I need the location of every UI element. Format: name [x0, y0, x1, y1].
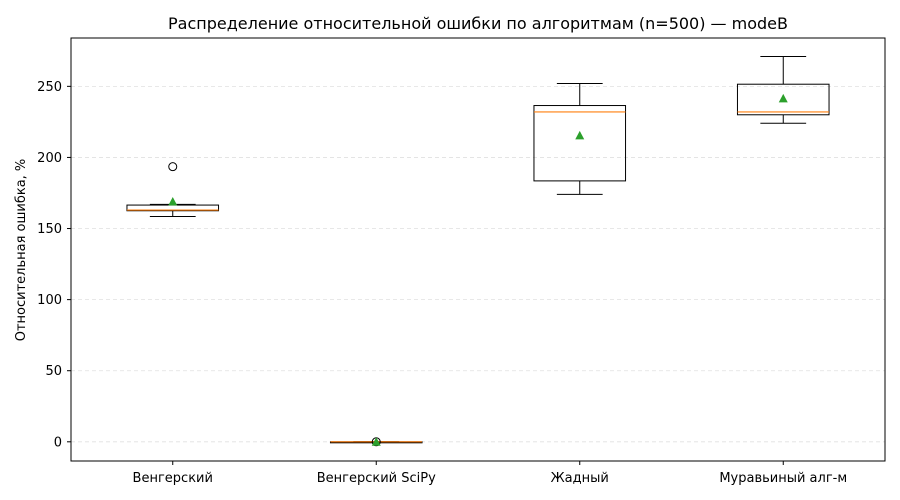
y-tick-label: 100 [37, 293, 62, 308]
x-axis: Венгерский Венгерский SciPy Жадный Муравьин… [133, 461, 847, 486]
mean-marker [575, 130, 585, 140]
y-axis: 0 50 100 150 200 250 [37, 80, 71, 450]
plot-frame [70, 37, 886, 462]
box-group [533, 82, 627, 195]
y-tick-label: 250 [37, 80, 62, 95]
y-tick-label: 0 [54, 435, 62, 450]
outlier-point [168, 162, 178, 172]
box-group [329, 437, 423, 447]
grid-lines [71, 85, 885, 443]
y-tick-label: 150 [37, 222, 62, 237]
mean-marker [371, 437, 381, 446]
y-tick-label: 50 [45, 364, 62, 379]
box-iqr [533, 105, 627, 182]
box-iqr [736, 83, 830, 116]
x-tick-label: Венгерский [133, 471, 213, 486]
y-axis-label: Относительная ошибка, % [14, 159, 29, 342]
box-group [736, 55, 830, 124]
box-group [126, 162, 220, 217]
boxes-layer [126, 55, 830, 447]
x-tick-label: Муравьиный алг-м [719, 471, 847, 486]
mean-marker [168, 197, 178, 206]
y-tick-label: 200 [37, 151, 62, 166]
x-tick-label: Жадный [551, 471, 609, 486]
x-tick-label: Венгерский SciPy [317, 471, 436, 486]
mean-marker [778, 93, 788, 103]
chart-title: Распределение относительной ошибки по ал… [168, 14, 788, 33]
